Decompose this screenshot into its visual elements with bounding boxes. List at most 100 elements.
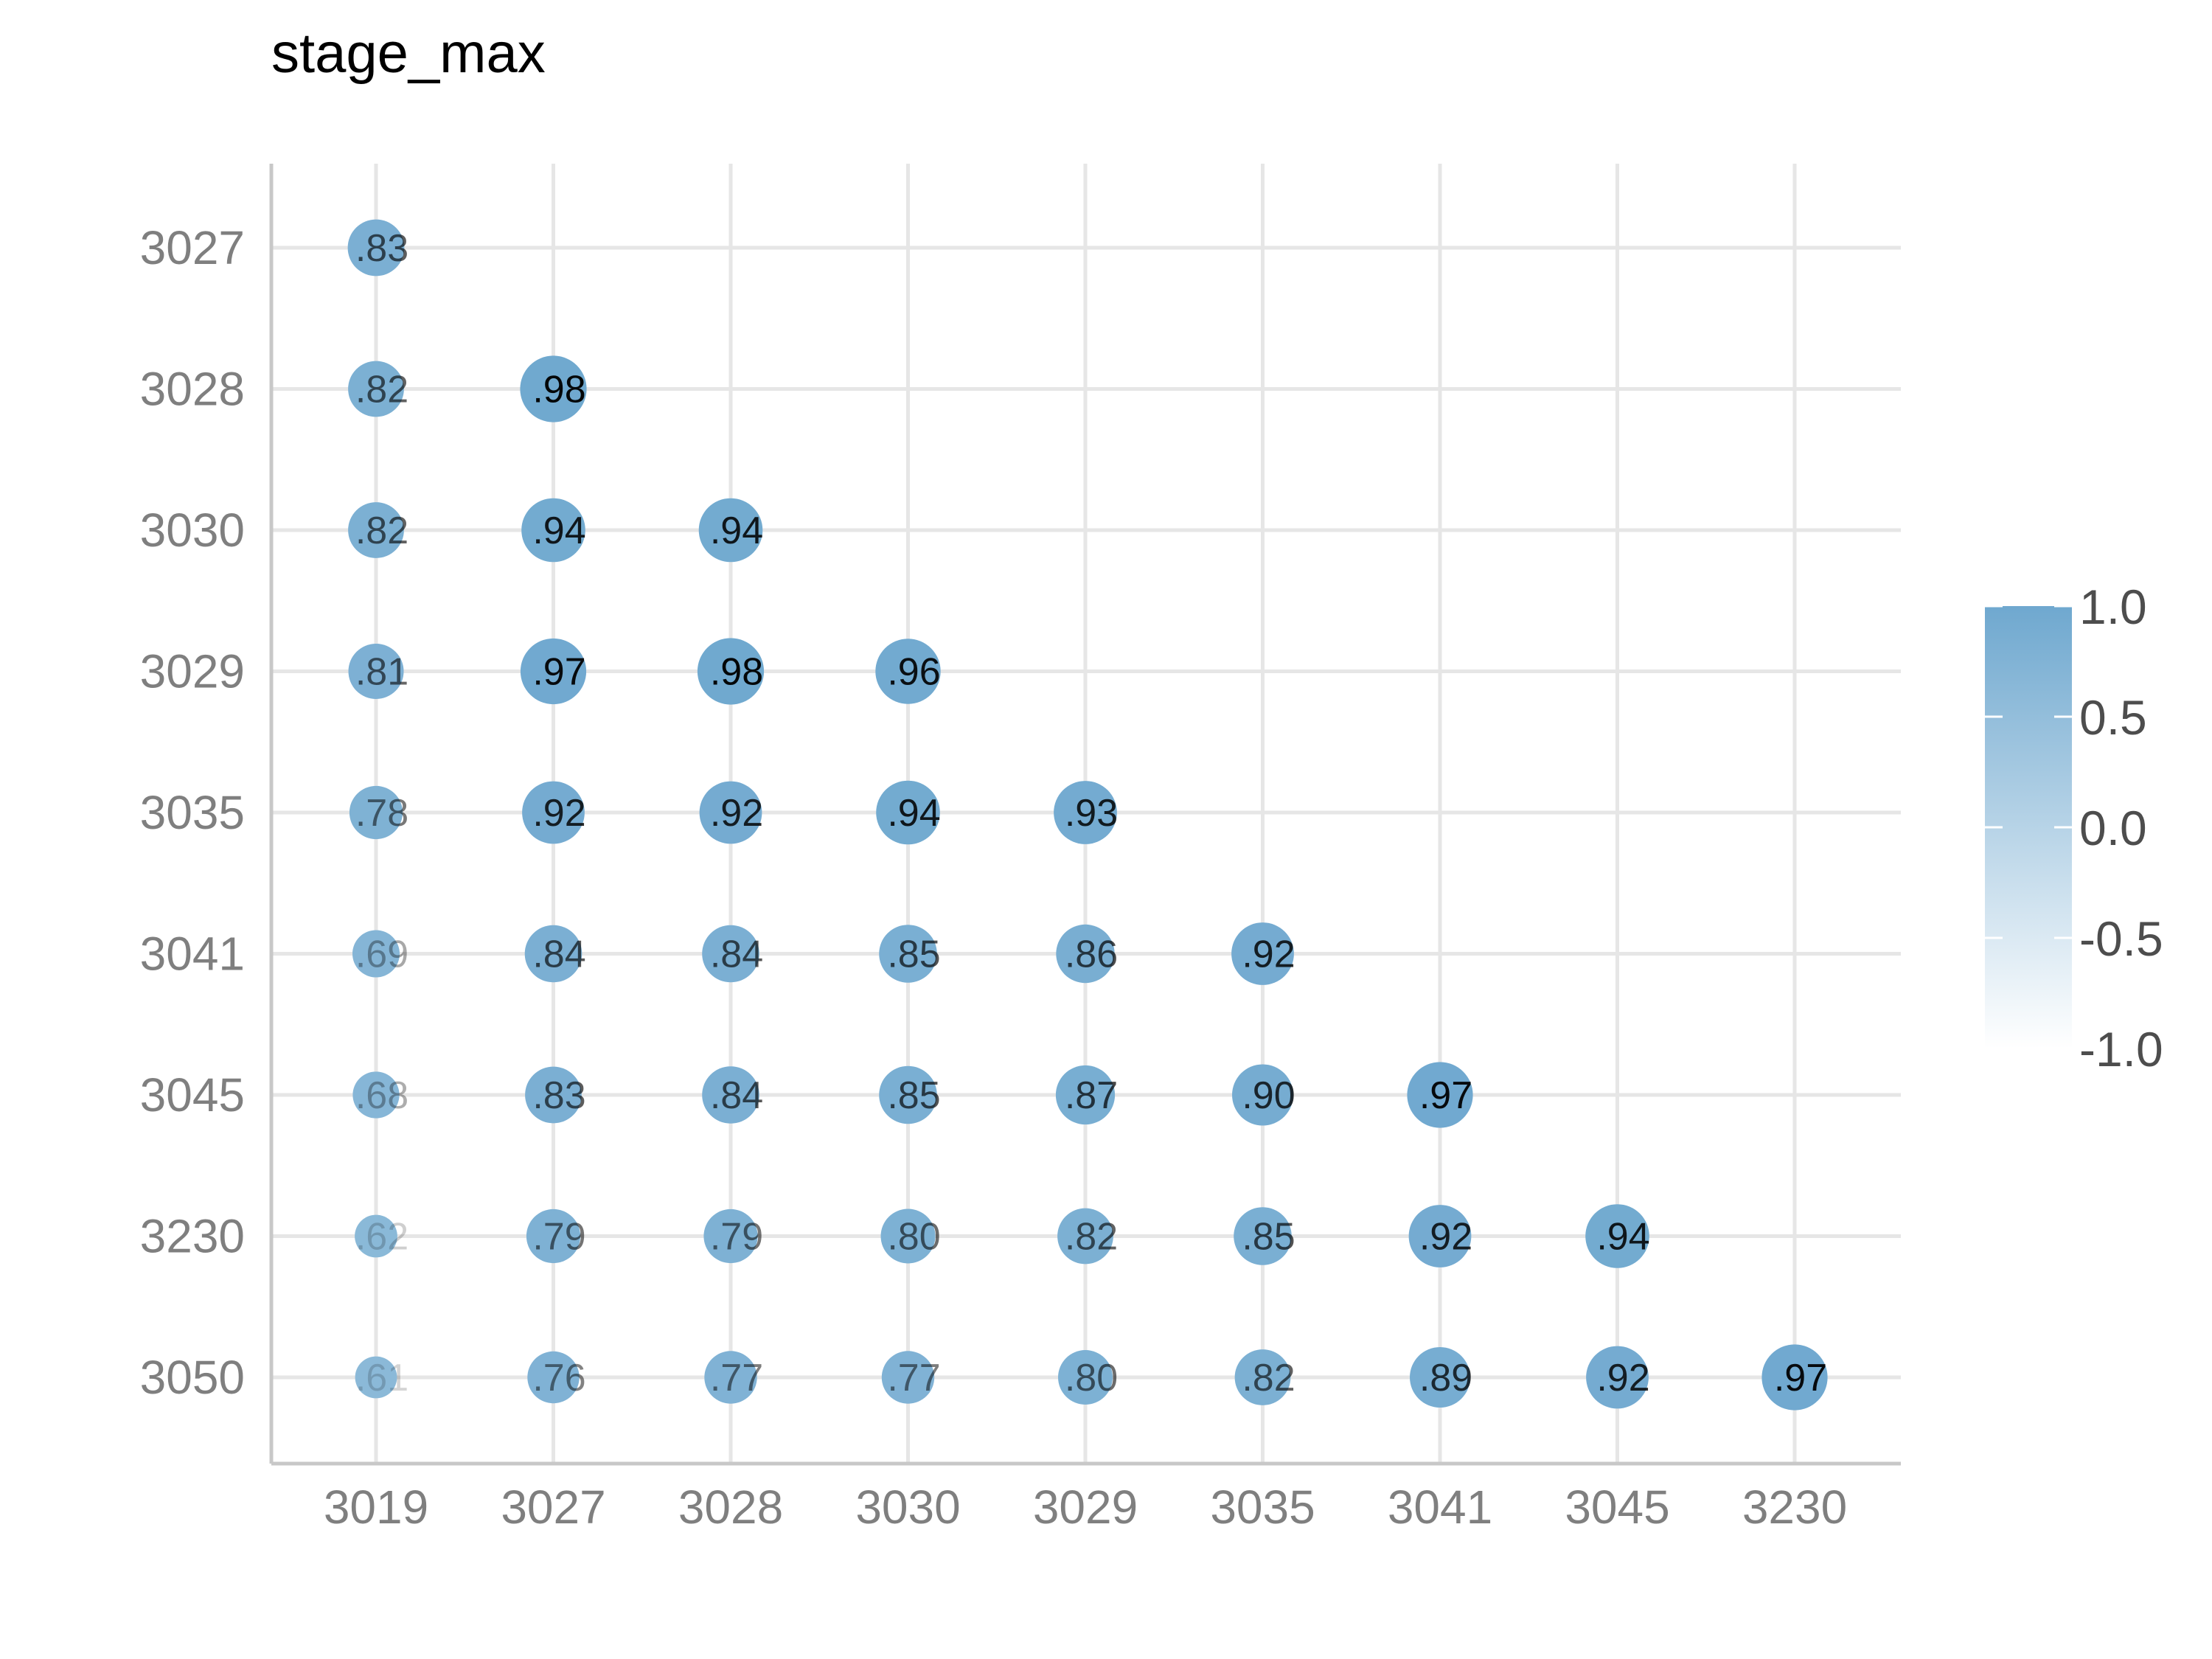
dot-value-label: .62 — [355, 1216, 408, 1259]
y-tick-label: 3035 — [140, 786, 245, 839]
dot-value-label: .92 — [710, 792, 763, 835]
correlation-dot — [355, 1356, 397, 1399]
axes — [269, 164, 1901, 1466]
correlation-dots: .83 .82 .98 .82 .94 .94 .81 .97 .98 .96 .78 .92 .92.… — [347, 219, 1828, 1411]
correlation-dot — [522, 781, 585, 844]
correlation-dot — [1410, 1347, 1470, 1408]
correlation-dot — [697, 638, 765, 705]
x-tick-label: 3029 — [1033, 1481, 1138, 1534]
dot-value-label: .68 — [355, 1074, 408, 1117]
dot-value-label: .81 — [355, 651, 408, 694]
dot-value-label: .92 — [1419, 1216, 1472, 1259]
chart-title: stage_max — [271, 22, 546, 85]
legend-tick-labels: 1.0 0.5 0.0 -0.5 -1.0 — [1985, 580, 2163, 1077]
dot-value-label: .82 — [355, 509, 408, 552]
dot-value-label: .84 — [532, 933, 585, 976]
x-tick-label: 3027 — [501, 1481, 605, 1534]
dot-value-label: .78 — [355, 792, 408, 835]
correlation-dot — [879, 925, 937, 983]
correlation-dot — [703, 1208, 758, 1264]
dot-value-label: .82 — [1065, 1216, 1118, 1259]
correlation-dot — [1058, 1350, 1113, 1405]
dot-value-label: .97 — [532, 651, 585, 694]
dot-value-label: .92 — [1242, 933, 1295, 976]
x-tick-label: 3045 — [1565, 1481, 1669, 1534]
dot-value-label: .94 — [532, 509, 585, 552]
dot-value-label: .92 — [532, 792, 585, 835]
dot-value-label: .93 — [1065, 792, 1118, 835]
correlation-dot — [348, 644, 404, 699]
color-legend: 1.0 0.5 0.0 -0.5 -1.0 — [1985, 580, 2163, 1077]
dot-value-label: .83 — [355, 227, 408, 270]
dot-value-label: .94 — [710, 509, 763, 552]
x-tick-label: 3030 — [855, 1481, 960, 1534]
legend-tick-label: 1.0 — [2079, 580, 2147, 634]
dot-value-label: .84 — [710, 933, 763, 976]
dot-value-label: .84 — [710, 1074, 763, 1117]
correlation-dot — [1408, 1205, 1472, 1267]
x-tick-label: 3019 — [324, 1481, 428, 1534]
dot-value-label: .94 — [887, 792, 940, 835]
correlation-dot — [527, 1351, 580, 1404]
legend-tick-label: -1.0 — [2079, 1022, 2163, 1077]
correlation-dot — [349, 785, 403, 840]
x-tick-label: 3230 — [1742, 1481, 1847, 1534]
correlation-dot — [352, 930, 400, 978]
correlation-dot — [876, 780, 940, 845]
correlation-dot — [352, 1071, 400, 1119]
correlation-dot — [347, 219, 405, 276]
y-tick-label: 3230 — [140, 1210, 245, 1263]
y-tick-label: 3045 — [140, 1068, 245, 1121]
dot-value-label: .80 — [887, 1216, 940, 1259]
y-tick-label: 3030 — [140, 504, 245, 557]
dot-value-label: .98 — [710, 651, 763, 694]
correlation-dot — [348, 502, 404, 558]
dot-value-label: .97 — [1419, 1074, 1472, 1117]
correlation-dot — [702, 925, 759, 983]
correlation-dot — [1585, 1204, 1649, 1268]
legend-tick-label: 0.0 — [2079, 801, 2147, 855]
dot-value-label: .80 — [1065, 1357, 1118, 1399]
dot-value-label: .76 — [532, 1357, 585, 1399]
dot-value-label: .82 — [1242, 1357, 1295, 1399]
correlation-dot — [1054, 781, 1117, 844]
correlation-dot — [1056, 924, 1115, 984]
dot-value-label: .87 — [1065, 1074, 1118, 1117]
correlation-dot — [1231, 922, 1294, 985]
correlation-dot — [520, 638, 587, 705]
dot-value-label: .61 — [355, 1357, 408, 1399]
dot-value-label: .79 — [710, 1216, 763, 1259]
correlation-dot — [1407, 1062, 1473, 1128]
y-tick-label: 3029 — [140, 645, 245, 698]
dot-value-label: .89 — [1419, 1357, 1472, 1399]
dot-value-label: .92 — [1596, 1357, 1649, 1399]
dot-value-label: .85 — [1242, 1216, 1295, 1259]
dot-value-label: .90 — [1242, 1074, 1295, 1117]
dot-value-label: .97 — [1774, 1357, 1827, 1399]
legend-tick-label: 0.5 — [2079, 690, 2147, 745]
dot-value-label: .98 — [532, 369, 585, 411]
y-tick-label: 3027 — [140, 221, 245, 274]
dot-value-label: .77 — [710, 1357, 763, 1399]
dot-value-label: .79 — [532, 1216, 585, 1259]
y-tick-labels: 3027 3028 3030 3029 3035 3041 3045 3230 3050 — [140, 221, 245, 1404]
dot-value-label: .82 — [355, 369, 408, 411]
correlation-dot — [881, 1351, 935, 1404]
correlation-dot — [526, 1208, 581, 1264]
correlation-dot — [875, 639, 941, 704]
correlation-dot — [704, 1351, 757, 1404]
x-tick-label: 3041 — [1388, 1481, 1492, 1534]
correlation-dot — [1232, 1064, 1293, 1126]
x-tick-labels: 3019 3027 3028 3030 3029 3035 3041 3045 3230 — [324, 1481, 1847, 1534]
correlation-dot — [521, 498, 585, 563]
correlation-dot — [355, 1214, 397, 1258]
correlation-dot — [1057, 1208, 1113, 1265]
correlation-dot — [699, 781, 762, 844]
dot-value-label: .85 — [887, 1074, 940, 1117]
dot-value-label: .77 — [887, 1357, 940, 1399]
correlation-dot — [520, 355, 587, 422]
x-tick-label: 3035 — [1210, 1481, 1315, 1534]
dot-value-label: .69 — [355, 933, 408, 976]
correlation-dot — [1586, 1346, 1649, 1409]
